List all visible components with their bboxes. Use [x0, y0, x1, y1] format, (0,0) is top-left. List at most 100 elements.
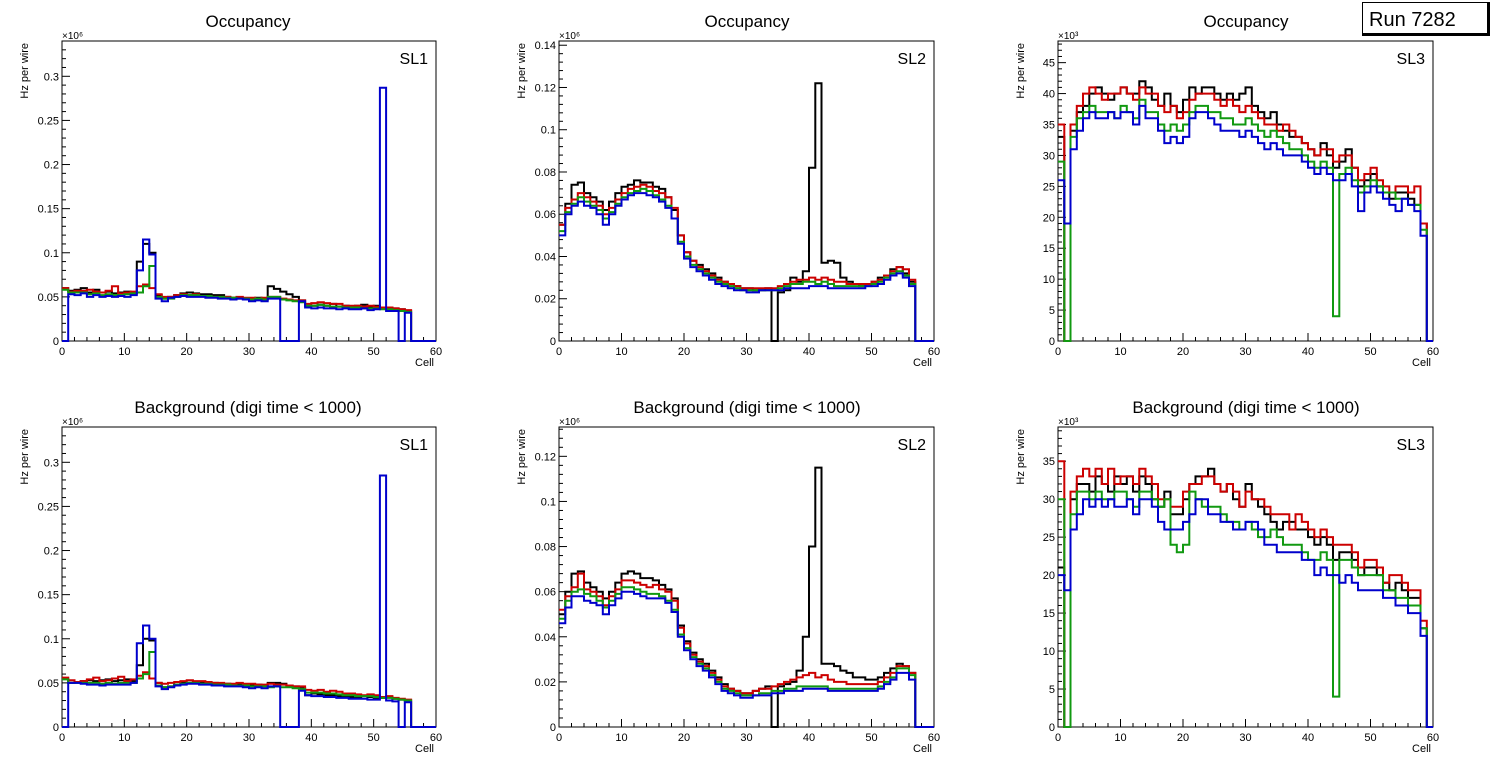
- y-tick-label: 0.1: [44, 248, 59, 260]
- y-tick-label: 0.12: [535, 451, 556, 463]
- x-tick-label: 30: [243, 346, 255, 358]
- series-line-red: [1058, 460, 1433, 728]
- y-axis-label: Hz per wire: [516, 43, 528, 99]
- series-line-red: [62, 671, 436, 728]
- y-axis-label: Hz per wire: [1015, 429, 1027, 485]
- y-tick-label: 0.25: [38, 501, 59, 513]
- x-tick-label: 60: [1427, 732, 1439, 744]
- x-tick-label: 0: [1055, 732, 1061, 744]
- y-axis-label: Hz per wire: [1015, 43, 1027, 99]
- series-line-green: [559, 586, 934, 728]
- x-tick-label: 50: [865, 346, 877, 358]
- x-tick-label: 60: [1427, 346, 1439, 358]
- superlayer-tag: SL1: [400, 51, 429, 68]
- superlayer-tag: SL3: [1397, 51, 1426, 68]
- y-tick-label: 45: [1043, 58, 1055, 70]
- y-exponent-label: ×10⁶: [559, 417, 580, 428]
- x-tick-label: 10: [615, 346, 627, 358]
- y-tick-label: 0.1: [44, 634, 59, 646]
- y-tick-label: 0.08: [535, 167, 556, 179]
- superlayer-tag: SL1: [400, 437, 429, 454]
- y-tick-label: 40: [1043, 89, 1055, 101]
- chart-panel-6: 0 10 20 30 40 50 60 0 5 10 15 20 25 30 35 ×10³ Backgroun…: [1015, 398, 1439, 755]
- chart-panel-4: 0 10 20 30 40 50 60 0 0.05 0.1 0.15 0.2 0.25 0.3 ×10⁶ B…: [19, 398, 442, 755]
- y-tick-label: 20: [1043, 570, 1055, 582]
- x-tick-label: 20: [678, 732, 690, 744]
- y-tick-label: 0: [550, 722, 556, 734]
- x-tick-label: 30: [1239, 732, 1251, 744]
- y-exponent-label: ×10³: [1058, 417, 1079, 428]
- x-tick-label: 20: [181, 732, 193, 744]
- y-tick-label: 35: [1043, 120, 1055, 132]
- y-tick-label: 0.04: [535, 632, 556, 644]
- y-tick-label: 0.2: [44, 160, 59, 172]
- series-line-blue: [559, 590, 934, 728]
- x-tick-label: 50: [368, 346, 380, 358]
- y-exponent-label: ×10⁶: [62, 31, 83, 42]
- y-tick-label: 20: [1043, 212, 1055, 224]
- x-axis-label: Cell: [1412, 357, 1431, 369]
- x-tick-label: 0: [59, 732, 65, 744]
- y-exponent-label: ×10⁶: [559, 31, 580, 42]
- y-tick-label: 15: [1043, 608, 1055, 620]
- x-tick-label: 30: [243, 732, 255, 744]
- series-line-green: [62, 651, 436, 728]
- x-tick-label: 20: [181, 346, 193, 358]
- y-tick-label: 0: [53, 722, 59, 734]
- x-axis-label: Cell: [1412, 743, 1431, 755]
- plot-frame: [558, 40, 935, 342]
- superlayer-tag: SL2: [898, 437, 927, 454]
- superlayer-tag: SL2: [898, 51, 927, 68]
- superlayer-tag: SL3: [1397, 437, 1426, 454]
- y-tick-label: 15: [1043, 243, 1055, 255]
- x-tick-label: 60: [928, 732, 940, 744]
- x-tick-label: 0: [556, 346, 562, 358]
- x-tick-label: 30: [740, 346, 752, 358]
- x-tick-label: 10: [1114, 346, 1126, 358]
- x-tick-label: 0: [1055, 346, 1061, 358]
- series-line-green: [1058, 98, 1433, 342]
- x-tick-label: 30: [740, 732, 752, 744]
- x-tick-label: 60: [928, 346, 940, 358]
- y-tick-label: 35: [1043, 456, 1055, 468]
- x-tick-label: 60: [430, 732, 442, 744]
- x-tick-label: 40: [305, 732, 317, 744]
- series-line-blue: [1058, 498, 1433, 728]
- x-axis-label: Cell: [913, 357, 932, 369]
- y-tick-label: 0: [550, 336, 556, 348]
- y-tick-label: 30: [1043, 494, 1055, 506]
- y-tick-label: 0.04: [535, 251, 556, 263]
- y-tick-label: 0.12: [535, 82, 556, 94]
- x-tick-label: 60: [430, 346, 442, 358]
- y-tick-label: 0.06: [535, 587, 556, 599]
- series-line-red: [62, 283, 436, 342]
- x-tick-label: 20: [678, 346, 690, 358]
- y-tick-label: 25: [1043, 532, 1055, 544]
- x-tick-label: 10: [118, 732, 130, 744]
- x-tick-label: 0: [556, 732, 562, 744]
- chart-title: Background (digi time < 1000): [1132, 398, 1359, 417]
- x-tick-label: 20: [1177, 346, 1189, 358]
- y-tick-label: 0.1: [541, 496, 556, 508]
- chart-panel-2: 0 10 20 30 40 50 60 0 0.02 0.04 0.06 0.08 0.1 0.12 0.1…: [516, 12, 940, 369]
- x-tick-label: 40: [803, 346, 815, 358]
- y-tick-label: 25: [1043, 181, 1055, 193]
- y-tick-label: 10: [1043, 274, 1055, 286]
- y-axis-label: Hz per wire: [19, 429, 31, 485]
- y-tick-label: 0.15: [38, 590, 59, 602]
- x-tick-label: 40: [803, 732, 815, 744]
- series-line-blue: [1058, 104, 1433, 342]
- x-tick-label: 10: [1114, 732, 1126, 744]
- x-tick-label: 10: [615, 732, 627, 744]
- chart-title: Occupancy: [704, 12, 790, 31]
- x-tick-label: 50: [1364, 732, 1376, 744]
- series-line-blue: [62, 86, 436, 342]
- y-tick-label: 0.05: [38, 292, 59, 304]
- chart-panel-3: 0 10 20 30 40 50 60 0 5 10 15 20 25 30 35 40 45 ×10³ Occup…: [1015, 12, 1439, 369]
- series-line-red: [1058, 86, 1433, 342]
- chart-title: Background (digi time < 1000): [633, 398, 860, 417]
- run-number-label: Run 7282: [1362, 2, 1490, 36]
- x-axis-label: Cell: [415, 357, 434, 369]
- y-tick-label: 5: [1049, 684, 1055, 696]
